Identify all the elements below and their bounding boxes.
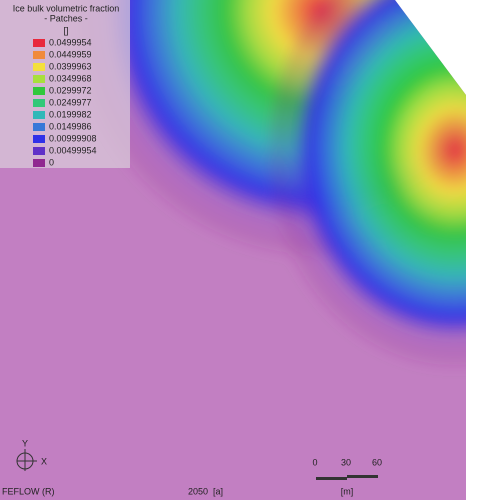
axis-x-label: X [41, 456, 47, 466]
legend-label: 0.0299972 [49, 85, 92, 95]
scale-tick: 30 [341, 457, 351, 467]
legend-label: 0.0349968 [49, 73, 92, 83]
legend-label: 0.0249977 [49, 97, 92, 107]
legend-swatch [33, 63, 45, 71]
scale-segment [316, 477, 347, 480]
scale-unit: [m] [341, 486, 354, 496]
legend-swatch [33, 111, 45, 119]
legend-title: Ice bulk volumetric fraction [13, 3, 120, 13]
legend-label: 0.0399963 [49, 61, 92, 71]
legend-swatch [33, 99, 45, 107]
legend-swatch [33, 51, 45, 59]
scale-bar: 0 30 60 [m] [312, 457, 382, 496]
legend-swatch [33, 135, 45, 143]
scale-tick: 0 [312, 457, 317, 467]
legend-label: 0.00999908 [49, 133, 97, 143]
legend-label: 0.0499954 [49, 37, 92, 47]
legend-swatch [33, 147, 45, 155]
scale-segment [347, 475, 378, 478]
legend-label: 0.00499954 [49, 145, 97, 155]
axis-icon: Y X [16, 438, 47, 471]
legend-unit: [] [63, 25, 68, 35]
field-patch [265, 0, 466, 370]
contour-field [70, 0, 466, 370]
legend-swatch [33, 39, 45, 47]
legend-swatch [33, 87, 45, 95]
legend-subtitle: - Patches - [44, 13, 88, 23]
legend-label: 0 [49, 157, 54, 167]
axis-y-label: Y [22, 438, 28, 448]
legend-swatch [33, 75, 45, 83]
scale-tick: 60 [372, 457, 382, 467]
legend-entries: 0.0499954 0.0449959 0.0399963 0.0349968 0.02… [33, 37, 97, 167]
legend-panel [0, 0, 130, 168]
brand: FEFLOW (R) [2, 486, 55, 496]
legend-label: 0.0449959 [49, 49, 92, 59]
legend-label: 0.0199982 [49, 109, 92, 119]
legend-label: 0.0149986 [49, 121, 92, 131]
legend-swatch [33, 123, 45, 131]
time-label: 2050 [a] [188, 486, 223, 496]
legend-swatch [33, 159, 45, 167]
